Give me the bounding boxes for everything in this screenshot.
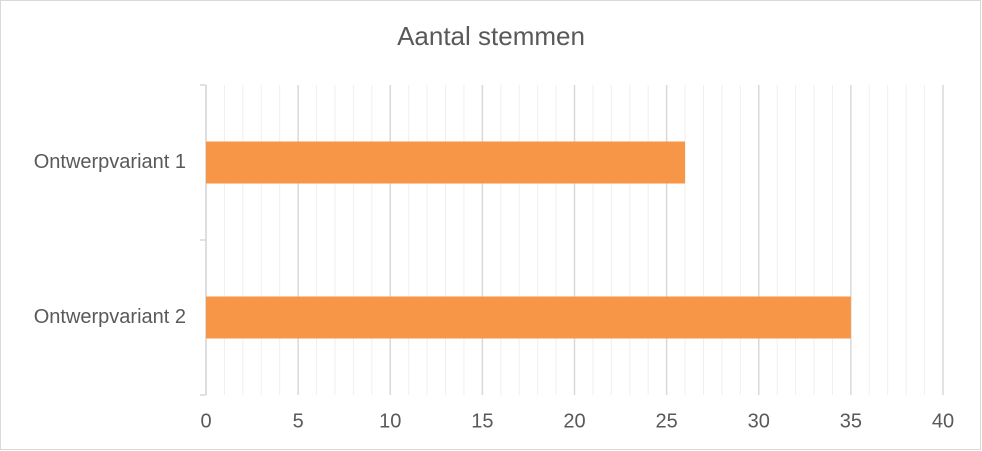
x-tick-label: 5 [293, 410, 304, 432]
chart-title: Aantal stemmen [397, 21, 585, 51]
x-tick-label: 30 [748, 410, 770, 432]
y-tick-label: Ontwerpvariant 1 [34, 151, 186, 173]
bar [206, 296, 851, 339]
x-tick-label: 40 [932, 410, 954, 432]
x-tick-label: 25 [656, 410, 678, 432]
x-tick-label: 0 [200, 410, 211, 432]
y-tick-label: Ontwerpvariant 2 [34, 306, 186, 328]
x-tick-label: 15 [471, 410, 493, 432]
x-tick-label: 10 [379, 410, 401, 432]
x-tick-label: 20 [563, 410, 585, 432]
x-tick-label: 35 [840, 410, 862, 432]
bar [206, 141, 686, 184]
